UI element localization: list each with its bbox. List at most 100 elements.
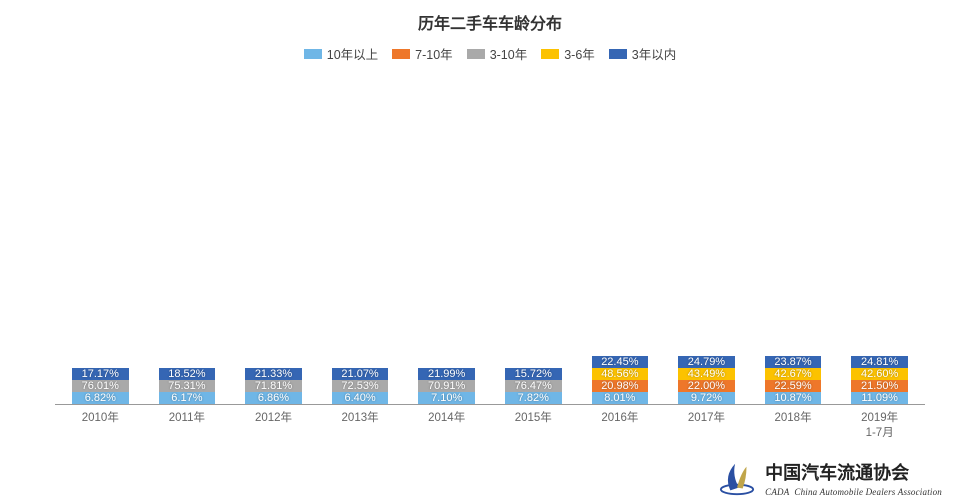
- bar-segment-over10: 6.17%: [159, 392, 216, 404]
- bar-segment-under3: 24.81%: [851, 356, 908, 368]
- bar-segment-label: 75.31%: [168, 380, 205, 392]
- bar-segment-label: 6.17%: [171, 392, 202, 404]
- footer-org-cn: 中国汽车流通协会: [765, 459, 942, 485]
- chart-x-axis: 2010年 2011年2012年 2013年2014年 2015年 2016年2017年…: [55, 405, 925, 440]
- chart-title: 历年二手车车龄分布: [55, 10, 925, 34]
- bar-segment-label: 21.07%: [341, 368, 378, 380]
- bar-segment-y7_10: 20.98%: [592, 380, 649, 392]
- footer-org-en: CADA China Automobile Dealers Associatio…: [765, 487, 942, 497]
- legend-item: 7-10年: [392, 44, 453, 63]
- bar-segment-label: 24.79%: [688, 356, 725, 368]
- stacked-bar: 10.87%22.59%42.67%23.87%: [765, 356, 822, 404]
- legend-label: 3-10年: [490, 44, 528, 63]
- bar-segment-over10: 11.09%: [851, 392, 908, 404]
- bar-segment-over10: 8.01%: [592, 392, 649, 404]
- stacked-bar: 9.72%22.00%43.49%24.79%: [678, 356, 735, 404]
- stacked-bar: 6.17%75.31%18.52%: [159, 368, 216, 404]
- bar-column: 6.86%71.81%21.33%: [234, 368, 313, 404]
- x-axis-label: 2010年: [61, 411, 140, 440]
- stacked-bar: 6.86%71.81%21.33%: [245, 368, 302, 404]
- footer-attribution: 中国汽车流通协会 CADA China Automobile Dealers A…: [717, 459, 942, 497]
- cada-logo-icon: [717, 459, 757, 497]
- chart-container: 历年二手车车龄分布 10年以上7-10年3-10年3-6年3年以内 6.82%7…: [55, 10, 925, 440]
- legend-item: 10年以上: [304, 44, 378, 63]
- bar-segment-label: 42.67%: [774, 368, 811, 380]
- bar-segment-label: 76.47%: [515, 380, 552, 392]
- x-axis-label: 2012年: [234, 411, 313, 440]
- bar-segment-label: 43.49%: [688, 368, 725, 380]
- bar-column: 10.87%22.59%42.67%23.87%: [754, 356, 833, 404]
- bar-segment-y3_6: 48.56%: [592, 368, 649, 380]
- bar-segment-under3: 24.79%: [678, 356, 735, 368]
- bar-column: 11.09%21.50%42.60%24.81%: [840, 356, 919, 404]
- x-axis-label: 2017年: [667, 411, 746, 440]
- bar-segment-y3_10: 71.81%: [245, 380, 302, 392]
- bar-segment-under3: 18.52%: [159, 368, 216, 380]
- legend-swatch: [392, 49, 410, 59]
- legend-item: 3-6年: [541, 44, 595, 63]
- bar-segment-over10: 10.87%: [765, 392, 822, 404]
- chart-plot-area: 6.82%76.01%17.17%6.17%75.31%18.52%6.86%7…: [55, 75, 925, 405]
- bar-segment-over10: 6.82%: [72, 392, 129, 404]
- bar-segment-label: 21.33%: [255, 368, 292, 380]
- bar-segment-over10: 7.10%: [418, 392, 475, 404]
- bar-column: 7.82%76.47%15.72%: [494, 368, 573, 404]
- bar-segment-under3: 21.99%: [418, 368, 475, 380]
- bar-segment-label: 6.82%: [85, 392, 116, 404]
- bar-segment-under3: 23.87%: [765, 356, 822, 368]
- bar-column: 8.01%20.98%48.56%22.45%: [581, 356, 660, 404]
- bar-segment-over10: 6.40%: [332, 392, 389, 404]
- bar-segment-over10: 6.86%: [245, 392, 302, 404]
- bar-segment-label: 11.09%: [861, 392, 898, 404]
- x-axis-label: 2013年: [321, 411, 400, 440]
- bar-segment-label: 22.59%: [774, 380, 811, 392]
- bar-segment-label: 10.87%: [774, 392, 811, 404]
- legend-item: 3-10年: [467, 44, 528, 63]
- bar-segment-under3: 17.17%: [72, 368, 129, 380]
- bar-segment-label: 9.72%: [691, 392, 722, 404]
- bar-segment-label: 6.40%: [344, 392, 375, 404]
- legend-swatch: [541, 49, 559, 59]
- bar-column: 7.10%70.91%21.99%: [407, 368, 486, 404]
- stacked-bar: 6.82%76.01%17.17%: [72, 368, 129, 404]
- bar-column: 6.82%76.01%17.17%: [61, 368, 140, 404]
- chart-legend: 10年以上 7-10年 3-10年 3-6年 3年以内: [55, 44, 925, 63]
- bar-segment-label: 70.91%: [428, 380, 465, 392]
- bar-segment-label: 21.99%: [428, 368, 465, 380]
- bar-segment-y7_10: 21.50%: [851, 380, 908, 392]
- bar-segment-y3_10: 72.53%: [332, 380, 389, 392]
- bar-segment-under3: 15.72%: [505, 368, 562, 380]
- x-axis-label: 2018年: [754, 411, 833, 440]
- bar-segment-label: 22.00%: [688, 380, 725, 392]
- bar-segment-label: 23.87%: [774, 356, 811, 368]
- legend-item: 3年以内: [609, 44, 676, 63]
- x-axis-label: 2019年 1-7月: [840, 411, 919, 440]
- bar-segment-under3: 21.33%: [245, 368, 302, 380]
- bar-segment-label: 6.86%: [258, 392, 289, 404]
- bar-segment-y7_10: 22.00%: [678, 380, 735, 392]
- bar-segment-label: 48.56%: [601, 368, 638, 380]
- x-axis-label: 2016年: [581, 411, 660, 440]
- bar-segment-y3_10: 70.91%: [418, 380, 475, 392]
- bar-segment-label: 72.53%: [341, 380, 378, 392]
- bar-segment-label: 15.72%: [515, 368, 552, 380]
- stacked-bar: 11.09%21.50%42.60%24.81%: [851, 356, 908, 404]
- bar-segment-y3_6: 43.49%: [678, 368, 735, 380]
- x-axis-label: 2011年: [148, 411, 227, 440]
- bar-column: 9.72%22.00%43.49%24.79%: [667, 356, 746, 404]
- bar-segment-label: 7.10%: [431, 392, 462, 404]
- bar-column: 6.40%72.53%21.07%: [321, 368, 400, 404]
- bar-segment-y7_10: 22.59%: [765, 380, 822, 392]
- x-axis-label: 2014年: [407, 411, 486, 440]
- bar-segment-under3: 22.45%: [592, 356, 649, 368]
- bar-segment-label: 18.52%: [168, 368, 205, 380]
- bar-segment-label: 42.60%: [861, 368, 898, 380]
- bar-segment-label: 20.98%: [601, 380, 638, 392]
- x-axis-label: 2015年: [494, 411, 573, 440]
- bar-segment-label: 8.01%: [604, 392, 635, 404]
- bar-segment-label: 71.81%: [255, 380, 292, 392]
- bar-segment-label: 7.82%: [518, 392, 549, 404]
- bar-segment-y3_10: 75.31%: [159, 380, 216, 392]
- legend-label: 3-6年: [564, 44, 595, 63]
- bar-segment-y3_10: 76.01%: [72, 380, 129, 392]
